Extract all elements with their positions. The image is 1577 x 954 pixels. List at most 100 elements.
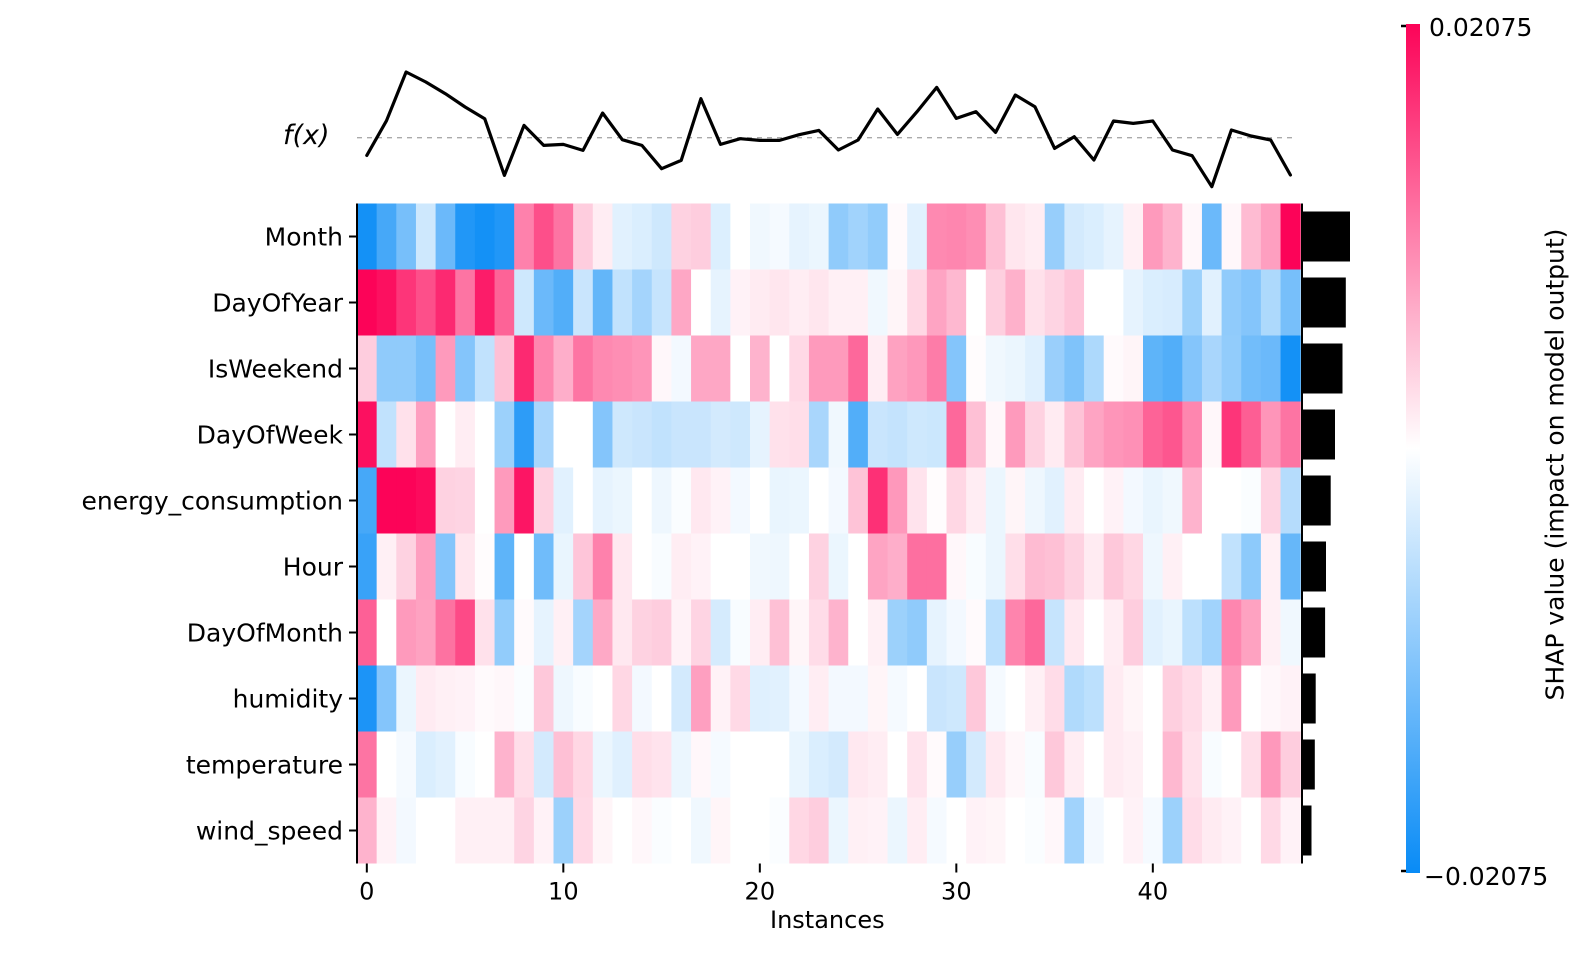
heatmap-cell xyxy=(415,269,437,336)
heatmap-cell xyxy=(769,665,790,732)
importance-bar xyxy=(1303,607,1326,658)
heatmap-cell xyxy=(376,269,397,336)
heatmap-cell xyxy=(592,797,613,864)
heatmap-cell xyxy=(1143,599,1164,666)
heatmap-cell xyxy=(1044,533,1065,600)
heatmap-cell xyxy=(632,533,653,600)
heatmap-cell xyxy=(808,533,830,600)
heatmap-cell xyxy=(671,599,692,666)
heatmap-cell xyxy=(1005,203,1026,270)
heatmap-cell xyxy=(926,665,947,732)
heatmap-cell xyxy=(848,599,869,666)
heatmap-cell xyxy=(750,731,771,798)
heatmap-cell xyxy=(1182,401,1203,468)
heatmap-cell xyxy=(533,467,554,534)
heatmap-cell xyxy=(514,269,535,336)
heatmap-cell xyxy=(494,599,515,666)
heatmap-cell xyxy=(376,335,397,402)
heatmap-cell xyxy=(612,665,633,732)
heatmap-cell xyxy=(808,467,830,534)
heatmap-cell xyxy=(1025,203,1046,270)
heatmap-cell xyxy=(632,599,653,666)
heatmap-cell xyxy=(415,731,437,798)
heatmap-cell xyxy=(396,401,417,468)
heatmap-cell xyxy=(750,269,771,336)
heatmap-cell xyxy=(396,731,417,798)
heatmap-cell xyxy=(1162,665,1183,732)
heatmap-cell xyxy=(946,335,967,402)
heatmap-cell xyxy=(691,665,712,732)
heatmap-cell xyxy=(553,665,574,732)
heatmap-cell xyxy=(710,203,731,270)
importance-bar xyxy=(1303,805,1312,856)
heatmap-cell xyxy=(750,599,771,666)
feature-label: temperature xyxy=(186,751,343,780)
x-tick-label: 40 xyxy=(1138,878,1169,906)
heatmap-cell xyxy=(1182,269,1203,336)
heatmap-cell xyxy=(966,533,987,600)
heatmap-cell xyxy=(691,599,712,666)
heatmap-cell xyxy=(435,731,456,798)
heatmap-cell xyxy=(573,797,594,864)
heatmap-cell xyxy=(867,731,889,798)
heatmap-cell xyxy=(828,203,849,270)
heatmap-cell xyxy=(651,533,672,600)
heatmap-cell xyxy=(592,665,613,732)
heatmap-cell xyxy=(671,467,692,534)
heatmap-cell xyxy=(1182,599,1203,666)
heatmap-cell xyxy=(1103,599,1124,666)
heatmap-cell xyxy=(848,533,869,600)
heatmap-cell xyxy=(828,269,849,336)
heatmap-cell xyxy=(1201,203,1223,270)
heatmap-cell xyxy=(769,533,790,600)
heatmap-cell xyxy=(985,269,1006,336)
heatmap-cell xyxy=(769,797,790,864)
heatmap-cell xyxy=(946,665,967,732)
x-tick-label: 30 xyxy=(941,878,972,906)
heatmap-cell xyxy=(691,401,712,468)
colorbar-min-label: −0.02075 xyxy=(1424,862,1549,891)
heatmap-cell xyxy=(494,797,515,864)
heatmap-cell xyxy=(1221,599,1242,666)
heatmap-cell xyxy=(750,467,771,534)
heatmap-cell xyxy=(1064,335,1085,402)
heatmap-cell xyxy=(1241,665,1262,732)
heatmap-cell xyxy=(1123,599,1144,666)
heatmap-cell xyxy=(926,401,947,468)
heatmap-cell xyxy=(514,665,535,732)
heatmap-cell xyxy=(1162,467,1183,534)
heatmap-cell xyxy=(710,731,731,798)
heatmap-cell xyxy=(730,731,751,798)
heatmap-cell xyxy=(1260,731,1282,798)
heatmap-cell xyxy=(1241,731,1262,798)
heatmap-cell xyxy=(376,665,397,732)
importance-bar xyxy=(1303,343,1343,394)
heatmap-cell xyxy=(848,731,869,798)
heatmap-cell xyxy=(946,533,967,600)
heatmap-cell xyxy=(926,731,947,798)
heatmap-cell xyxy=(474,797,496,864)
heatmap-cell xyxy=(474,599,496,666)
heatmap-cell xyxy=(966,335,987,402)
heatmap-cell xyxy=(1280,335,1301,402)
heatmap-cell xyxy=(1260,335,1282,402)
heatmap-cell xyxy=(1241,467,1262,534)
heatmap-cell xyxy=(1162,533,1183,600)
heatmap-cell xyxy=(1103,203,1124,270)
heatmap-cell xyxy=(848,467,869,534)
heatmap-cell xyxy=(946,797,967,864)
heatmap-cell xyxy=(573,731,594,798)
heatmap-cell xyxy=(848,665,869,732)
heatmap-cell xyxy=(966,269,987,336)
heatmap-cell xyxy=(1280,269,1301,336)
heatmap-cell xyxy=(455,533,476,600)
feature-label: Hour xyxy=(283,553,344,582)
heatmap-cell xyxy=(867,599,889,666)
feature-label: DayOfYear xyxy=(212,289,343,318)
heatmap-cell xyxy=(926,467,947,534)
heatmap-cell xyxy=(808,797,830,864)
heatmap-cell xyxy=(789,665,810,732)
heatmap-cell xyxy=(396,599,417,666)
heatmap-cell xyxy=(907,731,928,798)
